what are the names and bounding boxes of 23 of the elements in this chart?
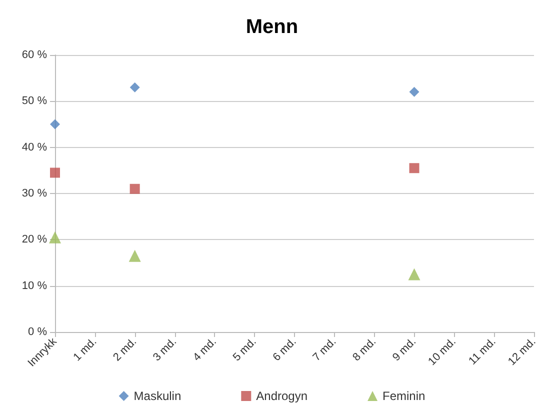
y-tick-label: 60 % [22,49,48,61]
y-tick-label: 40 % [22,141,48,154]
x-tick-label: 2 md. [111,336,140,364]
x-tick-label: 1 md. [71,336,100,364]
legend-label: Androgyn [256,389,308,403]
x-tick-label: 11 md. [466,336,498,368]
y-tick-label: 0 % [28,326,48,338]
x-tick-label: 3 md. [151,336,179,364]
y-tick-label: 30 % [22,188,48,200]
x-tick-label: 12 md. [506,336,538,368]
legend-label: Feminin [382,389,426,403]
y-tick-label: 20 % [22,234,48,246]
x-tick-label: 4 md. [190,336,219,364]
legend-label: Maskulin [134,389,182,403]
y-tick-label: 50 % [22,95,48,108]
x-tick-label: 9 md. [390,336,418,364]
y-tick-label: 10 % [22,280,48,292]
x-tick-label: 7 md. [310,336,339,364]
x-tick-label: 10 md. [426,336,458,368]
x-tick-label: 6 md. [270,336,299,364]
x-tick-label: 5 md. [230,336,259,364]
x-tick-label: 8 md. [350,336,379,364]
chart-title: Menn [246,16,298,38]
